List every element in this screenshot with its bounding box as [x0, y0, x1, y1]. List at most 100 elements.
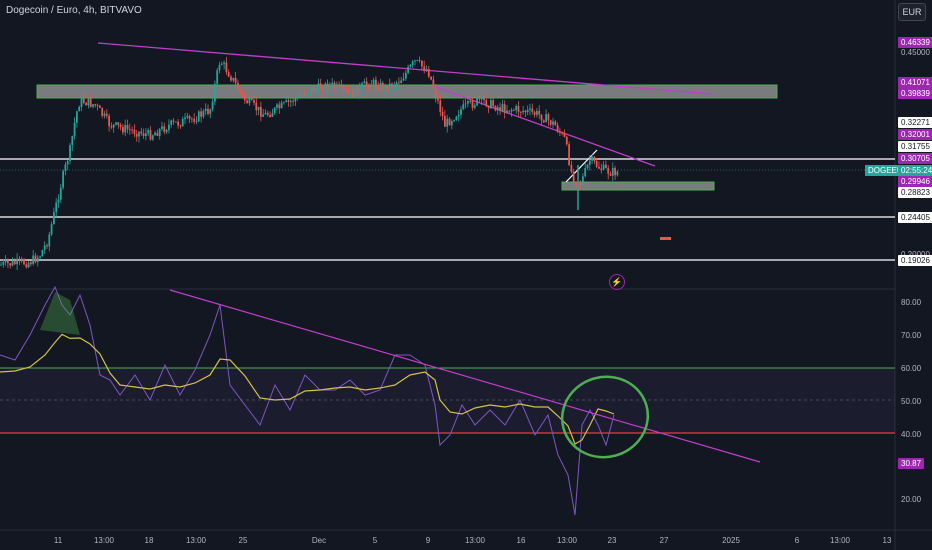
- candle-body: [513, 109, 515, 111]
- support-zone: [561, 181, 715, 191]
- candle-body: [416, 60, 419, 61]
- candle-body: [163, 126, 166, 132]
- candle-body: [276, 104, 278, 108]
- candle-body: [319, 83, 322, 90]
- candle-body: [82, 97, 85, 103]
- candle-body: [202, 111, 205, 117]
- candle-body: [508, 110, 511, 112]
- symbol-title[interactable]: Dogecoin / Euro, 4h, BITVAVO: [6, 5, 142, 16]
- candle-body: [593, 156, 596, 162]
- candle-body: [117, 122, 120, 126]
- candle-body: [388, 83, 391, 92]
- candle-body: [395, 82, 398, 86]
- candle-body: [561, 132, 564, 134]
- candle-body: [73, 122, 76, 136]
- candle-body: [425, 69, 428, 72]
- candle-body: [549, 120, 552, 125]
- candle-body: [285, 100, 288, 102]
- candle-body: [400, 80, 403, 84]
- candle-body: [515, 106, 518, 111]
- candle-body: [411, 61, 414, 65]
- candle-body: [487, 106, 490, 109]
- candle-body: [315, 88, 317, 92]
- candle-body: [531, 108, 534, 113]
- time-axis-label: 27: [659, 536, 669, 545]
- candle-body: [128, 129, 131, 131]
- candle-body: [112, 124, 115, 128]
- candle-body: [326, 83, 329, 90]
- candle-body: [457, 114, 460, 117]
- candle-body: [565, 136, 568, 145]
- candle-body: [602, 164, 605, 170]
- candle-body: [299, 94, 301, 96]
- rsi-scale-label: 70.00: [901, 331, 922, 340]
- candle-body: [591, 156, 593, 161]
- candle-body: [563, 133, 566, 137]
- candle-body: [547, 114, 550, 121]
- candle-body: [271, 113, 274, 117]
- candle-body: [338, 84, 340, 86]
- time-axis-label: 23: [607, 536, 617, 545]
- drawing-price-label: 0.32001: [898, 129, 932, 140]
- time-axis-label: 13:00: [464, 536, 486, 545]
- candle-body: [200, 111, 202, 117]
- candle-body: [161, 126, 163, 130]
- candle-body: [103, 113, 106, 116]
- candle-body: [94, 104, 97, 106]
- candle-body: [301, 93, 304, 95]
- candle-body: [59, 187, 62, 200]
- drawing-layer[interactable]: [0, 42, 895, 261]
- candle-body: [469, 101, 472, 102]
- candle-body: [158, 129, 161, 136]
- price-scale-label: 0.45000: [901, 48, 930, 57]
- candle-body: [287, 100, 290, 102]
- candle-body: [135, 133, 138, 137]
- candle-body: [598, 166, 600, 169]
- candle-body: [368, 84, 370, 88]
- candle-body: [227, 72, 230, 77]
- candle-body: [138, 131, 140, 137]
- candle-body: [595, 161, 598, 167]
- candle-body: [39, 256, 41, 258]
- candle-body: [570, 165, 573, 172]
- candle-body: [446, 118, 449, 127]
- candle-body: [232, 77, 235, 81]
- time-axis-label: 2025: [722, 536, 740, 545]
- level-price-label: 0.32271: [898, 117, 932, 128]
- candle-body: [611, 168, 614, 176]
- candle-body: [186, 115, 189, 118]
- candle-body: [439, 100, 442, 113]
- candle-body: [30, 262, 32, 265]
- candle-body: [133, 129, 136, 134]
- candle-body: [322, 89, 324, 92]
- candle-body: [32, 255, 35, 265]
- overbought-fill: [40, 292, 80, 335]
- candle-body: [193, 118, 196, 122]
- candle-body: [324, 83, 327, 92]
- candle-body: [195, 121, 198, 123]
- candle-body: [559, 131, 561, 133]
- candle-body: [342, 85, 345, 90]
- marker-dash: [660, 237, 671, 240]
- candle-body: [57, 199, 60, 203]
- candle-body: [172, 120, 175, 122]
- candle-body: [214, 83, 216, 102]
- rsi-pane: [0, 285, 895, 516]
- candle-body: [18, 258, 21, 260]
- lightning-icon[interactable]: ⚡: [609, 274, 625, 290]
- candle-body: [174, 121, 177, 123]
- candle-body: [600, 168, 603, 170]
- level-price-label: 0.31755: [898, 141, 932, 152]
- currency-button[interactable]: EUR: [898, 3, 926, 21]
- candle-body: [418, 60, 421, 61]
- candle-body: [483, 95, 485, 101]
- candle-body: [582, 176, 584, 186]
- candle-body: [372, 79, 375, 85]
- candle-body: [614, 168, 616, 176]
- candle-body: [540, 114, 543, 121]
- candle-body: [490, 100, 492, 109]
- candle-body: [296, 94, 299, 98]
- candle-body: [607, 167, 610, 174]
